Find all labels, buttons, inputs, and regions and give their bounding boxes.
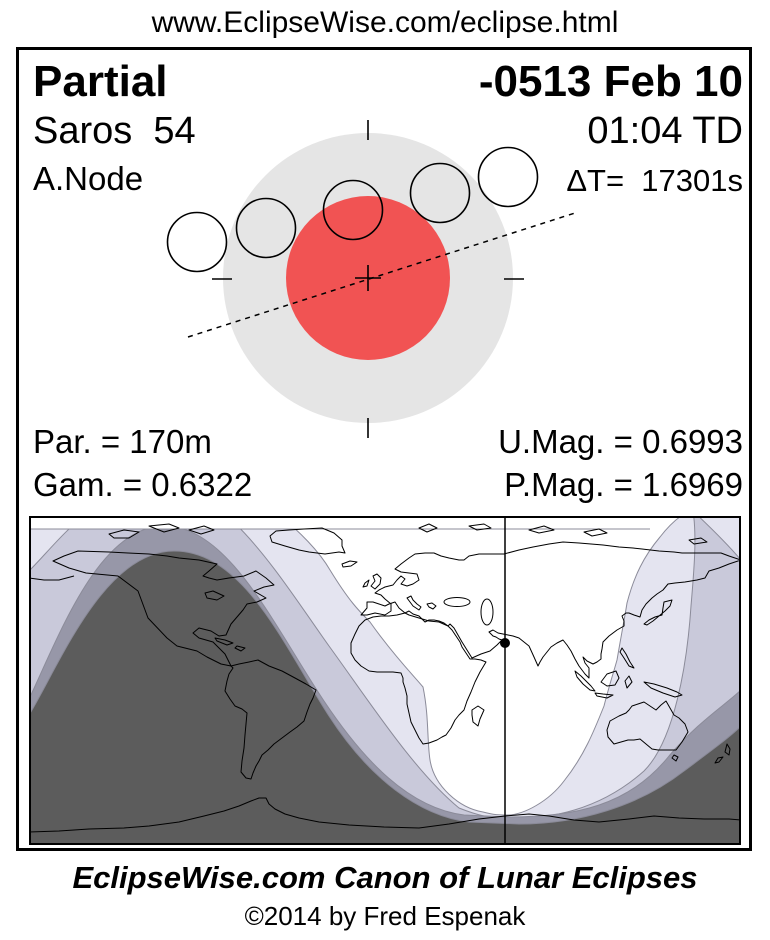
moon-path-dashed-line [187,212,576,338]
moon-disk [322,179,384,241]
moon-disk [409,162,471,224]
eclipse-time: 01:04 TD [587,110,743,152]
eclipse-geometry-diagram [166,120,576,438]
sublunar-point-dot [500,638,510,648]
delta-t-value: ΔT= 17301s [566,163,743,198]
partial-duration: Par. = 170m [33,423,212,460]
cardinal-tick-marks [212,120,524,438]
site-url-link[interactable]: www.EclipseWise.com/eclipse.html [151,6,619,39]
moon-disk [166,211,228,273]
map-border [29,516,741,845]
eclipse-type-label: Partial [33,57,168,106]
region-eclipse-not-visible [29,550,741,845]
canon-title: EclipseWise.com Canon of Lunar Eclipses [72,860,698,895]
saros-number: Saros 54 [33,110,196,152]
moon-disk [477,146,539,208]
continent-coastlines [29,523,741,833]
region-entire-eclipse-visible [279,516,682,816]
shadow-center-cross [355,265,381,291]
node-type: A.Node [33,160,144,197]
gamma-value: Gam. = 0.6322 [33,466,253,503]
moon-contact-positions [166,146,539,273]
umbral-magnitude: U.Mag. = 0.6993 [498,423,743,460]
moon-disk [235,197,297,259]
circumpolar-visible-strip [29,516,650,529]
eclipse-date: -0513 Feb 10 [478,57,743,106]
visibility-world-map [29,516,741,845]
penumbral-magnitude: P.Mag. = 1.6969 [504,466,743,503]
copyright-notice: ©2014 by Fred Espenak [244,901,526,931]
figure-frame [16,47,752,851]
